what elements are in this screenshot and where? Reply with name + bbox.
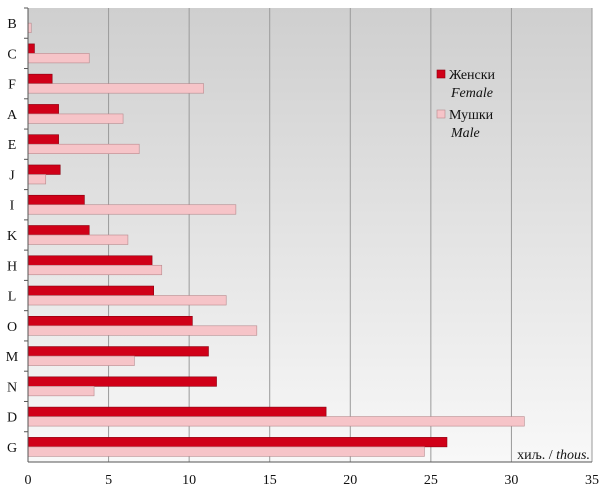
bar-female [27,346,209,357]
bar-female [27,194,85,206]
bar-female [27,376,217,387]
category-label: N [7,380,17,395]
bar-male [27,204,237,215]
category-label: F [8,78,16,93]
category-label: K [7,229,17,244]
legend-label-male: Мушки [449,108,494,123]
x-tick-label: 0 [25,473,32,488]
category-label: I [10,199,15,214]
legend: Женски Female Мушки Male [436,68,496,141]
bar-female [27,164,61,175]
x-tick-label: 10 [182,473,196,488]
bar-male [27,355,135,366]
bar-male [27,386,95,397]
bar-female [27,406,327,417]
bar-female [27,225,90,236]
unit-label: хиљ. / thous. [517,448,590,463]
bar-female [27,43,35,54]
category-label: C [7,47,16,62]
category-label: M [6,350,19,365]
x-tick-label: 35 [585,473,599,488]
legend-label-male-secondary: Male [450,126,480,141]
bar-female [27,134,59,145]
bar-male [27,416,525,427]
category-label: A [7,108,18,123]
bar-male [27,325,258,336]
bar-female [27,104,59,115]
bar-female [27,73,53,84]
unit-label-main: хиљ. / [517,448,556,463]
bar-female [27,285,154,296]
bar-male [27,143,140,154]
legend-swatch-male [436,109,446,119]
bar-male [27,83,204,94]
category-label: L [8,290,17,305]
bar-female [27,315,193,327]
x-tick-label: 25 [424,473,438,488]
legend-swatch-female [436,69,446,79]
category-label: E [8,138,17,153]
legend-label-female: Женски [449,68,496,83]
legend-label-female-secondary: Female [450,86,493,101]
bar-male [27,295,227,306]
x-tick-label: 30 [504,473,518,488]
bar-female [27,255,153,266]
bar-male [27,113,124,124]
bar-male [27,446,425,457]
category-label: G [7,441,17,456]
x-tick-label: 5 [105,473,112,488]
bars [27,22,525,457]
category-label: H [7,259,17,274]
category-label: J [9,168,15,183]
bar-male [27,174,47,185]
x-tick-label: 15 [263,473,277,488]
category-label: O [7,320,17,335]
bar-male [27,264,163,276]
bar-male [27,53,90,64]
category-label: B [7,17,16,32]
bar-female [27,437,448,448]
x-tick-label: 20 [343,473,357,488]
category-label: D [7,411,17,426]
unit-label-italic: thous. [556,448,590,463]
bar-male [27,234,129,245]
